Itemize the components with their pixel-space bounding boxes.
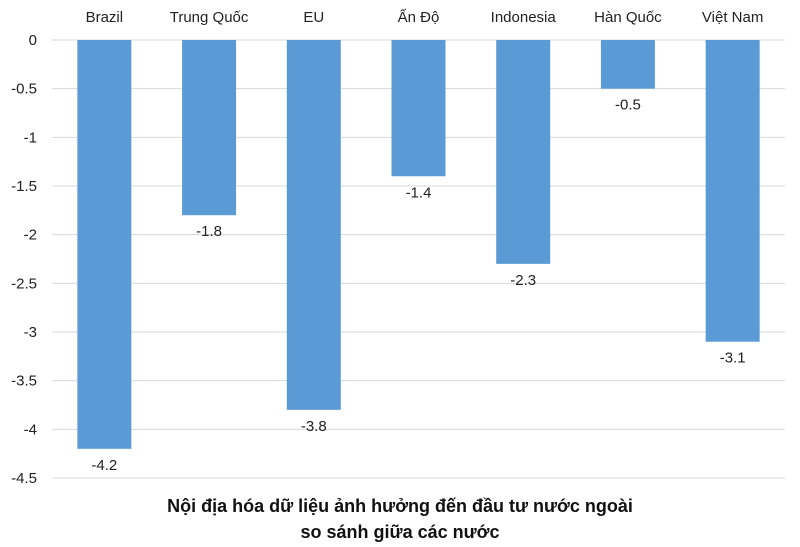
- y-tick-label: -4: [24, 421, 37, 438]
- category-label: Việt Nam: [702, 9, 763, 26]
- data-label: -2.3: [510, 272, 536, 289]
- category-label: Indonesia: [491, 9, 557, 26]
- data-label: -0.5: [615, 97, 641, 114]
- bar-chart: 0 -0.5 -1 -1.5 -2 -2.5 -3 -3.5 -4 -4.5 Brazil -4.2 T…: [11, 9, 785, 487]
- chart-title: Nội địa hóa dữ liệu ảnh hưởng đến đầu tư…: [0, 493, 800, 545]
- y-tick-label: -4.5: [11, 470, 37, 487]
- bar: [391, 40, 446, 177]
- bar: [182, 40, 237, 216]
- category-label: Trung Quốc: [170, 9, 249, 26]
- y-tick-label: -1.5: [11, 178, 37, 195]
- y-tick-label: -1: [24, 129, 37, 146]
- y-tick-label: -2.5: [11, 275, 37, 292]
- category-label: Hàn Quốc: [594, 9, 662, 26]
- category-label: Ấn Độ: [398, 9, 440, 26]
- bar: [496, 40, 551, 264]
- category-label: EU: [303, 9, 324, 26]
- data-label: -1.4: [406, 184, 432, 201]
- data-label: -3.1: [720, 350, 746, 367]
- bar: [77, 40, 132, 449]
- data-label: -4.2: [91, 457, 117, 474]
- y-tick-label: -3: [24, 324, 37, 341]
- data-label: -3.8: [301, 418, 327, 435]
- category-label: Brazil: [86, 9, 124, 26]
- data-label: -1.8: [196, 223, 222, 240]
- y-tick-label: 0: [29, 32, 37, 49]
- y-tick-label: -2: [24, 227, 37, 244]
- y-tick-label: -0.5: [11, 81, 37, 98]
- y-tick-label: -3.5: [11, 373, 37, 390]
- bar: [600, 40, 655, 89]
- chart-title-line-1: Nội địa hóa dữ liệu ảnh hưởng đến đầu tư…: [167, 496, 633, 516]
- bar: [286, 40, 341, 410]
- bar: [705, 40, 760, 342]
- chart-title-line-2: so sánh giữa các nước: [300, 522, 500, 542]
